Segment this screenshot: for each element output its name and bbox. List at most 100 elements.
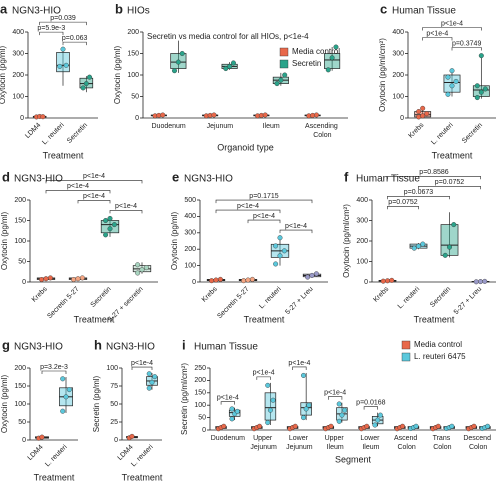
y-tick-label: 200 xyxy=(194,377,206,384)
data-point xyxy=(377,412,383,418)
data-point xyxy=(273,243,279,249)
data-point xyxy=(380,278,386,284)
y-tick-label: 0 xyxy=(22,279,26,286)
data-point xyxy=(474,95,480,101)
data-point xyxy=(329,55,335,61)
x-tick-label: Secretin xyxy=(429,286,452,309)
x-tick-label: Ascending Colon xyxy=(305,123,340,139)
x-tick-label: 5-27 + Lreu xyxy=(453,286,483,316)
x-axis-label: Treatment xyxy=(43,150,84,160)
comparison-bracket xyxy=(387,206,419,210)
data-point xyxy=(277,235,283,241)
comparison-bracket xyxy=(39,31,64,36)
data-point xyxy=(211,112,217,118)
y-tick-label: 50 xyxy=(110,401,118,408)
legend-swatch xyxy=(401,352,411,362)
x-axis-label: Treatment xyxy=(432,150,473,160)
x-tick-label: L. reuteri xyxy=(258,285,283,310)
data-point xyxy=(449,423,455,429)
comparison-bracket xyxy=(279,229,313,234)
comparison-label: p<1e-4 xyxy=(253,370,275,377)
data-point xyxy=(420,113,426,119)
x-tick-label: Ascend Colon xyxy=(394,435,419,451)
comparison-label: p<1e-4 xyxy=(83,193,105,200)
comparison-bracket xyxy=(39,21,87,26)
data-point xyxy=(453,78,459,84)
x-tick-label: Krebs xyxy=(201,285,219,303)
comparison-bracket xyxy=(422,27,482,31)
comparison-label: p<1e-4 xyxy=(83,173,105,180)
panel-title: NGN3-HIO xyxy=(12,6,61,17)
data-point xyxy=(60,376,66,382)
y-tick-label: 200 xyxy=(392,72,404,79)
comparison-bracket xyxy=(363,406,378,410)
y-tick-label: 200 xyxy=(14,197,26,204)
data-point xyxy=(75,276,81,282)
comparison-bracket xyxy=(215,199,313,204)
y-tick-label: 200 xyxy=(356,238,368,245)
x-axis-label: Treatment xyxy=(414,314,455,324)
comparison-label: p=0.063 xyxy=(62,35,88,42)
x-tick-label: Lower Ileum xyxy=(360,435,381,451)
data-point xyxy=(149,379,155,385)
y-tick-label: 100 xyxy=(106,365,118,372)
data-point xyxy=(442,252,448,258)
data-point xyxy=(342,407,348,413)
comparison-label: p<1e-4 xyxy=(285,223,307,230)
data-point xyxy=(306,402,312,408)
data-point xyxy=(107,226,113,232)
panel-letter: e xyxy=(172,169,179,184)
data-point xyxy=(60,408,66,414)
comparison-bracket xyxy=(387,176,481,180)
y-tick-label: 100 xyxy=(12,93,24,100)
data-point xyxy=(139,267,145,273)
data-point xyxy=(223,66,229,72)
data-point xyxy=(257,423,263,429)
data-point xyxy=(339,412,345,418)
y-axis-label: Oxytocin (pg/ml) xyxy=(0,212,9,271)
x-tick-label: Secretin xyxy=(66,122,89,145)
data-point xyxy=(213,277,219,283)
data-point xyxy=(40,114,46,120)
y-tick-label: 100 xyxy=(194,402,206,409)
comparison-bracket xyxy=(45,190,111,194)
y-tick-label: 75 xyxy=(110,383,118,390)
y-tick-label: 500 xyxy=(184,197,196,204)
y-tick-label: 200 xyxy=(127,29,139,36)
comparison-bracket xyxy=(418,186,481,190)
comparison-bracket xyxy=(220,401,235,405)
data-point xyxy=(445,91,451,97)
comparison-bracket xyxy=(256,376,271,380)
data-point xyxy=(71,277,77,283)
comparison-bracket xyxy=(451,47,482,51)
comparison-label: p<1e-4 xyxy=(426,30,448,37)
comparison-label: p<1e-4 xyxy=(237,203,259,210)
y-tick-label: 100 xyxy=(356,258,368,265)
comparison-bracket xyxy=(387,196,450,200)
comparison-label: p=0.0752 xyxy=(388,199,417,206)
data-point xyxy=(300,415,306,421)
y-tick-label: 200 xyxy=(12,72,24,79)
comparison-label: p=0.8586 xyxy=(419,169,448,176)
data-point xyxy=(411,245,417,251)
x-tick-label: Krebs xyxy=(407,121,425,139)
comparison-bracket xyxy=(292,366,307,370)
x-tick-label: L. reuteri xyxy=(41,121,66,146)
x-tick-label: L. reuteri xyxy=(430,121,455,146)
panel-letter: b xyxy=(115,1,123,16)
y-axis-label: Oxytocin (pg/ml) xyxy=(0,46,7,105)
y-tick-label: 150 xyxy=(14,217,26,224)
x-tick-label: LDM4 xyxy=(24,122,42,140)
data-point xyxy=(420,241,426,247)
comparison-label: p<1e-4 xyxy=(324,390,346,397)
data-point xyxy=(424,111,430,117)
data-point xyxy=(229,406,235,412)
data-point xyxy=(278,77,284,83)
y-tick-label: 400 xyxy=(12,29,24,36)
x-tick-label: Lower Jejunum xyxy=(286,435,313,451)
data-point xyxy=(325,67,331,73)
panel-letter: g xyxy=(2,337,10,352)
data-point xyxy=(43,276,49,282)
x-tick-label: Krebs xyxy=(372,285,390,303)
